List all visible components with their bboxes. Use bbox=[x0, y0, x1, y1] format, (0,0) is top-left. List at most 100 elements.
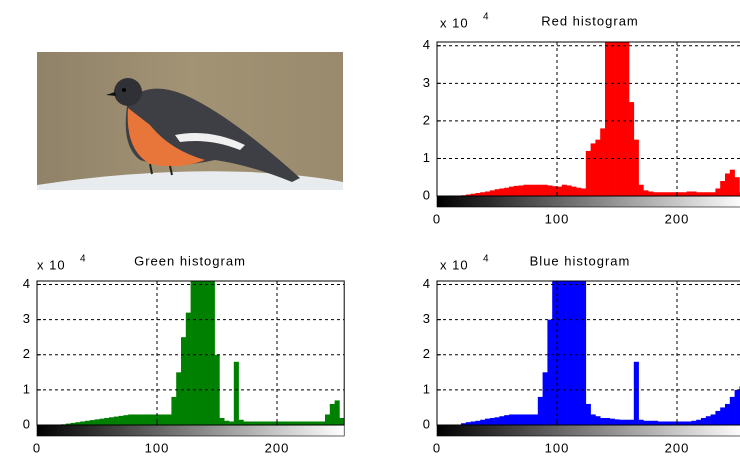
bar bbox=[538, 185, 543, 196]
bar bbox=[687, 421, 692, 425]
bar bbox=[171, 397, 176, 425]
bar bbox=[571, 267, 576, 425]
chart-title: Blue histogram bbox=[530, 253, 631, 268]
colorbar bbox=[437, 196, 740, 207]
bar bbox=[258, 421, 263, 425]
bar bbox=[147, 414, 152, 425]
bar bbox=[735, 177, 740, 196]
bar bbox=[499, 416, 504, 425]
bar bbox=[576, 188, 581, 196]
bar bbox=[301, 421, 306, 425]
bar bbox=[711, 192, 716, 196]
bar bbox=[639, 185, 644, 196]
bar bbox=[128, 414, 133, 425]
bar bbox=[253, 421, 258, 425]
bar bbox=[528, 185, 533, 196]
bar bbox=[205, 267, 210, 425]
bar bbox=[504, 415, 509, 425]
x-tick-label: 100 bbox=[545, 211, 570, 226]
bar bbox=[567, 267, 572, 425]
bar bbox=[682, 421, 687, 425]
bar bbox=[653, 421, 658, 425]
bar bbox=[533, 185, 538, 196]
bar bbox=[490, 418, 495, 425]
bar bbox=[730, 170, 735, 196]
bar bbox=[239, 420, 244, 425]
bar bbox=[581, 188, 586, 196]
bar bbox=[95, 419, 100, 425]
bar bbox=[471, 421, 476, 425]
axes: 012340100200Green histogramx 104 bbox=[23, 253, 345, 455]
y-tick-label: 2 bbox=[423, 346, 431, 361]
bar bbox=[600, 418, 605, 425]
bar bbox=[595, 416, 600, 425]
bar bbox=[595, 140, 600, 196]
bar bbox=[282, 421, 287, 425]
bar bbox=[277, 421, 282, 425]
x-tick-label: 100 bbox=[145, 440, 170, 455]
bar bbox=[639, 420, 644, 425]
bar bbox=[186, 313, 191, 425]
bar bbox=[181, 337, 186, 425]
x-tick-label: 200 bbox=[665, 211, 690, 226]
bar bbox=[523, 185, 528, 196]
bar bbox=[687, 191, 692, 196]
bar bbox=[325, 414, 330, 425]
bar bbox=[720, 407, 725, 425]
bar bbox=[586, 404, 591, 425]
bar bbox=[624, 420, 629, 425]
x-tick-label: 0 bbox=[433, 440, 441, 455]
bar bbox=[514, 414, 519, 425]
bar bbox=[691, 191, 696, 196]
bar bbox=[696, 192, 701, 196]
bar bbox=[99, 419, 104, 425]
bar bbox=[475, 421, 480, 425]
bar bbox=[119, 416, 124, 425]
bar bbox=[682, 192, 687, 196]
bar bbox=[619, 420, 624, 425]
bar bbox=[629, 420, 634, 425]
bar bbox=[634, 362, 639, 425]
bar bbox=[480, 192, 485, 196]
y-tick-label: 4 bbox=[23, 276, 31, 291]
bar bbox=[586, 151, 591, 196]
y-exponent: 4 bbox=[483, 254, 490, 265]
y-tick-label: 0 bbox=[423, 416, 431, 431]
y-tick-label: 4 bbox=[423, 276, 431, 291]
y-exponent-base: x 10 bbox=[440, 15, 469, 30]
bar bbox=[543, 185, 548, 196]
bar bbox=[562, 267, 567, 425]
bar bbox=[509, 414, 514, 425]
bar bbox=[677, 421, 682, 425]
bar bbox=[315, 421, 320, 425]
bar bbox=[615, 27, 620, 196]
bar bbox=[267, 421, 272, 425]
bar bbox=[677, 192, 682, 196]
bar bbox=[195, 267, 200, 425]
bar bbox=[538, 397, 543, 425]
bar bbox=[696, 420, 701, 425]
bar bbox=[715, 188, 720, 196]
bar bbox=[157, 414, 162, 425]
y-tick-label: 2 bbox=[423, 112, 431, 127]
bar bbox=[509, 187, 514, 196]
bar bbox=[663, 192, 668, 196]
bar bbox=[643, 190, 648, 196]
bar bbox=[600, 128, 605, 196]
bar bbox=[320, 421, 325, 425]
bar bbox=[330, 404, 335, 425]
bar bbox=[615, 419, 620, 425]
bar bbox=[90, 420, 95, 425]
bar bbox=[571, 187, 576, 196]
y-exponent: 4 bbox=[483, 12, 490, 23]
x-tick-label: 0 bbox=[433, 211, 441, 226]
y-tick-label: 3 bbox=[423, 311, 431, 326]
bar bbox=[234, 362, 239, 425]
bar bbox=[176, 372, 181, 425]
page: 012340100200Red histogramx 1040123401002… bbox=[0, 0, 740, 459]
bar bbox=[557, 187, 562, 196]
bar bbox=[123, 415, 128, 425]
bar bbox=[658, 192, 663, 196]
bar bbox=[219, 418, 224, 425]
bar bbox=[576, 267, 581, 425]
